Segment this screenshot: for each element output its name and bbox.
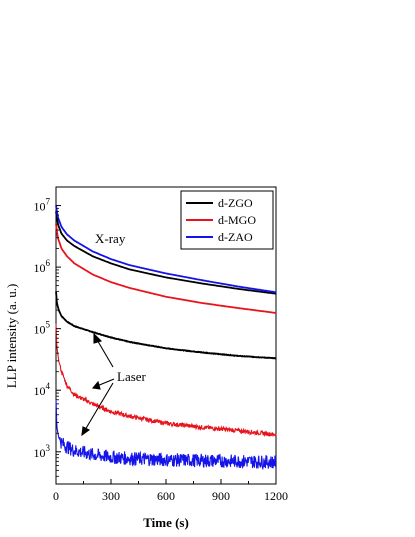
- y-tick-label: 103: [34, 443, 51, 460]
- arrow-to-mgo: [96, 378, 115, 387]
- arrow-head-zgo: [93, 332, 103, 344]
- arrow-head-mgo: [91, 380, 101, 390]
- legend: d-ZGO d-MGO d-ZAO: [180, 190, 274, 250]
- arrow-to-zgo: [95, 337, 114, 368]
- x-tick-label: 1200: [264, 489, 288, 503]
- y-tick-label: 107: [34, 197, 51, 214]
- annotation-xray: X-ray: [95, 231, 126, 246]
- legend-label: d-MGO: [218, 213, 256, 227]
- laser-arrows: [81, 332, 115, 437]
- series-lines: [55, 205, 277, 471]
- y-tick-label: 105: [34, 320, 51, 337]
- arrow-to-zao: [84, 382, 114, 431]
- y-tick-label: 106: [34, 258, 51, 275]
- legend-label: d-ZGO: [218, 196, 253, 210]
- series-d-mgo-laser: [55, 323, 277, 438]
- x-tick-label: 900: [212, 489, 230, 503]
- x-axis-label: Time (s): [143, 515, 189, 530]
- x-tick-label: 600: [157, 489, 175, 503]
- y-axis-label: LLP intensity (a. u.): [4, 284, 19, 389]
- x-tick-label: 300: [102, 489, 120, 503]
- x-tick-label: 0: [53, 489, 59, 503]
- arrow-head-zao: [81, 426, 91, 437]
- y-tick-label: 104: [34, 381, 51, 398]
- series-d-zgo-laser: [55, 291, 277, 360]
- series-d-zgo-x-ray: [55, 211, 277, 295]
- x-axis-ticks: 0 300 600 900 1200: [53, 479, 288, 503]
- series-d-zao-x-ray: [55, 205, 277, 294]
- annotation-laser: Laser: [117, 369, 147, 384]
- series-d-zao-laser: [55, 399, 277, 471]
- series-d-mgo-x-ray: [55, 223, 277, 314]
- legend-label: d-ZAO: [218, 230, 253, 244]
